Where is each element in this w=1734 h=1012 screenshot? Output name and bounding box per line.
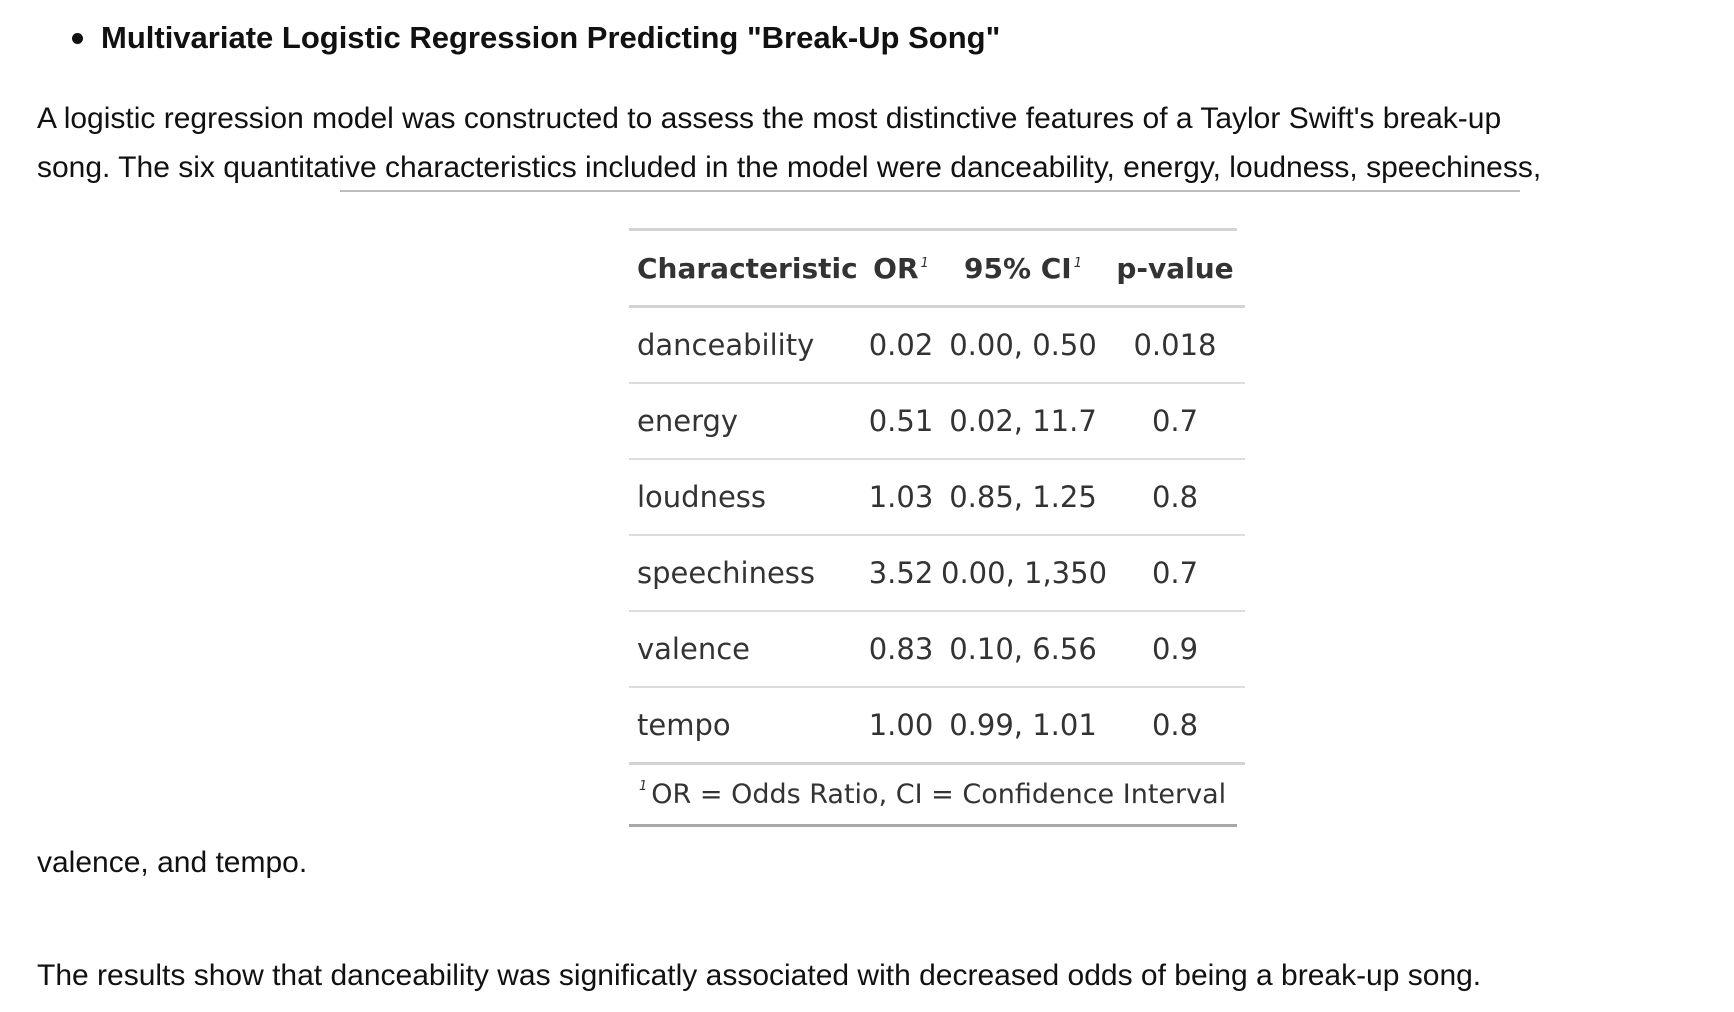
table-row: danceability 0.02 0.00, 0.50 0.018 <box>629 306 1245 384</box>
table-row: valence 0.83 0.10, 6.56 0.9 <box>629 611 1245 688</box>
cell-p-value: 0.7 <box>1105 383 1245 460</box>
cell-ci: 0.85, 1.25 <box>941 459 1105 536</box>
header-characteristic: Characteristic <box>629 231 861 308</box>
bullet-icon <box>72 32 83 44</box>
regression-table-image: Characteristic OR 1 95% CI 1 p-value dance… <box>629 228 1245 827</box>
intro-line-2: song. The six quantitative characteristi… <box>37 151 1542 184</box>
table-row: tempo 1.00 0.99, 1.01 0.8 <box>629 687 1245 765</box>
section-heading: Multivariate Logistic Regression Predict… <box>72 16 1000 60</box>
cell-ci: 0.10, 6.56 <box>941 611 1105 688</box>
regression-table: Characteristic OR 1 95% CI 1 p-value dance… <box>629 231 1245 765</box>
cell-ci: 0.99, 1.01 <box>941 687 1105 765</box>
divider-line <box>340 190 1520 192</box>
cell-characteristic: valence <box>629 611 861 688</box>
footnote-marker: 1 <box>1073 256 1082 272</box>
intro-paragraph: A logistic regression model was construc… <box>37 94 1541 192</box>
cell-characteristic: loudness <box>629 459 861 536</box>
footnote-text: OR = Odds Ratio, CI = Confidence Interva… <box>651 779 1227 810</box>
cell-or: 0.02 <box>861 306 941 384</box>
table-row: loudness 1.03 0.85, 1.25 0.8 <box>629 459 1245 536</box>
cell-or: 3.52 <box>861 535 941 612</box>
cell-ci: 0.00, 1,350 <box>941 535 1107 612</box>
section-heading-text: Multivariate Logistic Regression Predict… <box>101 20 1001 55</box>
table-footnote: 1 OR = Odds Ratio, CI = Confidence Interv… <box>629 765 1237 824</box>
cell-ci: 0.02, 11.7 <box>941 383 1105 460</box>
table-row: speechiness 3.52 0.00, 1,350 0.7 <box>629 535 1245 612</box>
cell-characteristic: tempo <box>629 687 861 765</box>
header-p-value: p-value <box>1105 231 1245 308</box>
footnote-marker: 1 <box>920 256 929 272</box>
table-row: energy 0.51 0.02, 11.7 0.7 <box>629 383 1245 460</box>
cell-p-value: 0.7 <box>1105 535 1245 612</box>
cell-or: 1.03 <box>861 459 941 536</box>
cell-p-value: 0.8 <box>1105 687 1245 765</box>
header-or: OR 1 <box>861 231 941 308</box>
cell-characteristic: speechiness <box>629 535 861 612</box>
cell-p-value: 0.018 <box>1105 306 1245 384</box>
intro-paragraph-continued: valence, and tempo. <box>37 846 308 879</box>
cell-or: 0.51 <box>861 383 941 460</box>
cell-ci: 0.00, 0.50 <box>941 306 1105 384</box>
cell-p-value: 0.8 <box>1105 459 1245 536</box>
table-header-row: Characteristic OR 1 95% CI 1 p-value <box>629 231 1245 308</box>
cell-or: 0.83 <box>861 611 941 688</box>
table-top-rule <box>629 228 1237 231</box>
cell-p-value: 0.9 <box>1105 611 1245 688</box>
header-ci: 95% CI 1 <box>941 231 1105 308</box>
results-paragraph: The results show that danceability was s… <box>37 959 1482 992</box>
cell-characteristic: danceability <box>629 306 861 384</box>
cell-or: 1.00 <box>861 687 941 765</box>
table-bottom-rule <box>629 824 1237 827</box>
footnote-marker: 1 <box>639 779 648 794</box>
cell-characteristic: energy <box>629 383 861 460</box>
intro-line-1: A logistic regression model was construc… <box>37 102 1502 135</box>
